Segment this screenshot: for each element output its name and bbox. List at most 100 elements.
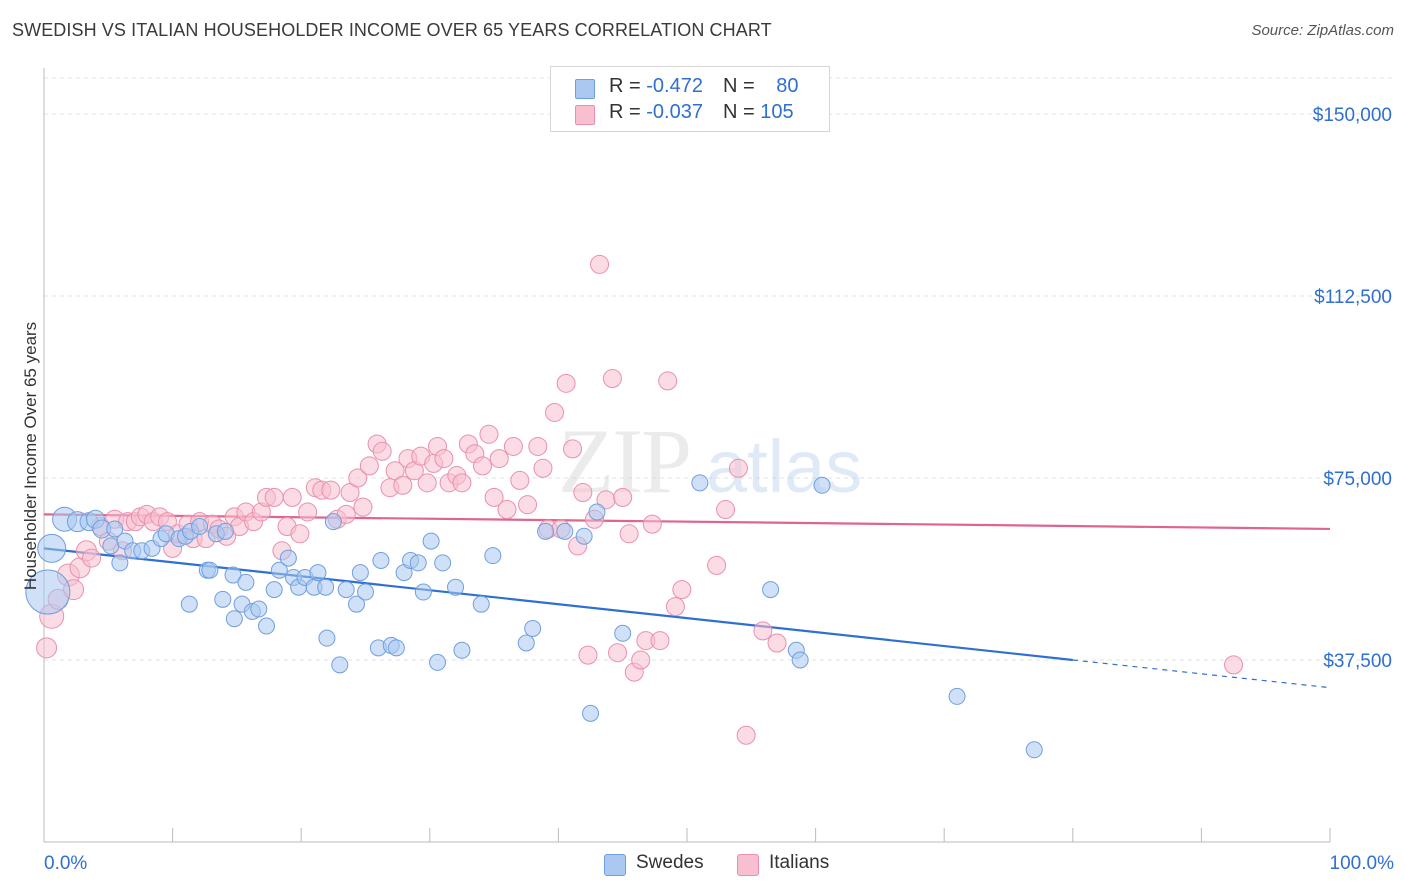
swede-point [791,651,809,669]
swede-point [309,564,327,582]
italians-points [36,254,1244,745]
swede-point [270,561,288,579]
bottom-legend-label-swedes: Swedes [636,852,704,873]
swede-point [250,600,268,618]
legend-n-value: 105 [760,101,794,123]
swede-point [216,522,234,540]
swede-point [331,656,349,674]
swede-point [524,619,542,637]
italian-point [658,371,678,391]
swede-point [387,639,405,657]
tick-labels: $37,500 $75,000 $112,500 $150,000 0.0% 100.0% [44,105,1394,874]
x-tick-label: 100.0% [1330,853,1395,874]
italian-point [602,368,622,388]
italian-point [716,500,736,520]
legend-r-label: R = [609,101,647,123]
swede-point [111,554,129,572]
italian-point [503,436,523,456]
bottom-legend-label-italians: Italians [769,852,830,873]
italian-point [372,441,392,461]
swede-point [575,527,593,545]
swede-point [180,595,198,613]
italian-point [767,633,787,653]
swede-point [324,513,342,531]
italian-point [631,650,651,670]
swede-point [429,653,447,671]
swede-point [224,566,242,584]
italian-point [452,473,472,493]
swede-point [201,561,219,579]
swede-point [556,522,574,540]
italian-point [728,458,748,478]
swede-point [537,522,555,540]
swede-point [517,634,535,652]
legend-n-label: N = [722,75,761,97]
legend-r-value: -0.037 [646,101,703,123]
swede-point [614,624,632,642]
italian-point [434,449,454,469]
italian-point [489,449,509,469]
legend-r-label: R = [609,75,647,97]
swede-point [691,474,709,492]
italian-point [497,500,517,520]
italian-point [650,631,670,651]
swede-point [813,476,831,494]
y-tick-label: $37,500 [1323,651,1392,672]
swede-point [472,595,490,613]
swede-point [25,569,71,615]
swede-point [582,704,600,722]
swedes-trend-extension [1072,659,1331,689]
italian-point [578,645,598,665]
italian-point [417,473,437,493]
italian-point [348,468,368,488]
swedes-points [25,474,1043,759]
swede-point [351,564,369,582]
y-axis-label: Householder Income Over 65 years [21,322,40,590]
legend-n-label: N = [722,101,761,123]
italian-point [619,524,639,544]
italian-point [753,621,773,641]
italian-point [385,461,405,481]
italian-point [556,373,576,393]
italian-point [393,475,413,495]
legend: R = -0.472 N = 80 R = -0.037 N = 105 [550,66,830,132]
swede-point [434,554,452,572]
swede-point [237,573,255,591]
swede-point [214,590,232,608]
x-tick-label: 0.0% [44,853,87,874]
legend-n-value: 80 [776,75,799,97]
italian-point [473,456,493,476]
swede-point [317,578,335,596]
y-tick-label: $150,000 [1313,105,1392,126]
axes [43,68,1331,843]
italian-point [479,424,499,444]
swede-point [762,581,780,599]
swede-point [191,518,209,536]
italian-point [518,495,538,515]
italian-point [359,456,379,476]
swede-point [948,687,966,705]
swede-point [37,533,67,563]
italian-point [290,524,310,544]
y-tick-label: $112,500 [1314,287,1392,308]
italian-point [545,402,565,422]
swedes-trend-line [43,547,1073,662]
swede-point [372,551,390,569]
italian-point [353,497,373,517]
swede-point [484,547,502,565]
swede-point [1025,741,1043,759]
italian-point [665,597,685,617]
swede-point [453,641,471,659]
italian-point [1224,655,1244,675]
legend-r-value: -0.472 [646,75,703,97]
swede-point [102,537,120,555]
swede-point [422,532,440,550]
legend-swatch-italians [575,105,595,125]
swede-point [265,581,283,599]
swede-point [225,610,243,628]
swede-point [357,583,374,601]
swede-point [414,583,432,601]
italian-point [321,480,341,500]
italian-point [707,555,727,575]
italian-point [736,725,756,745]
